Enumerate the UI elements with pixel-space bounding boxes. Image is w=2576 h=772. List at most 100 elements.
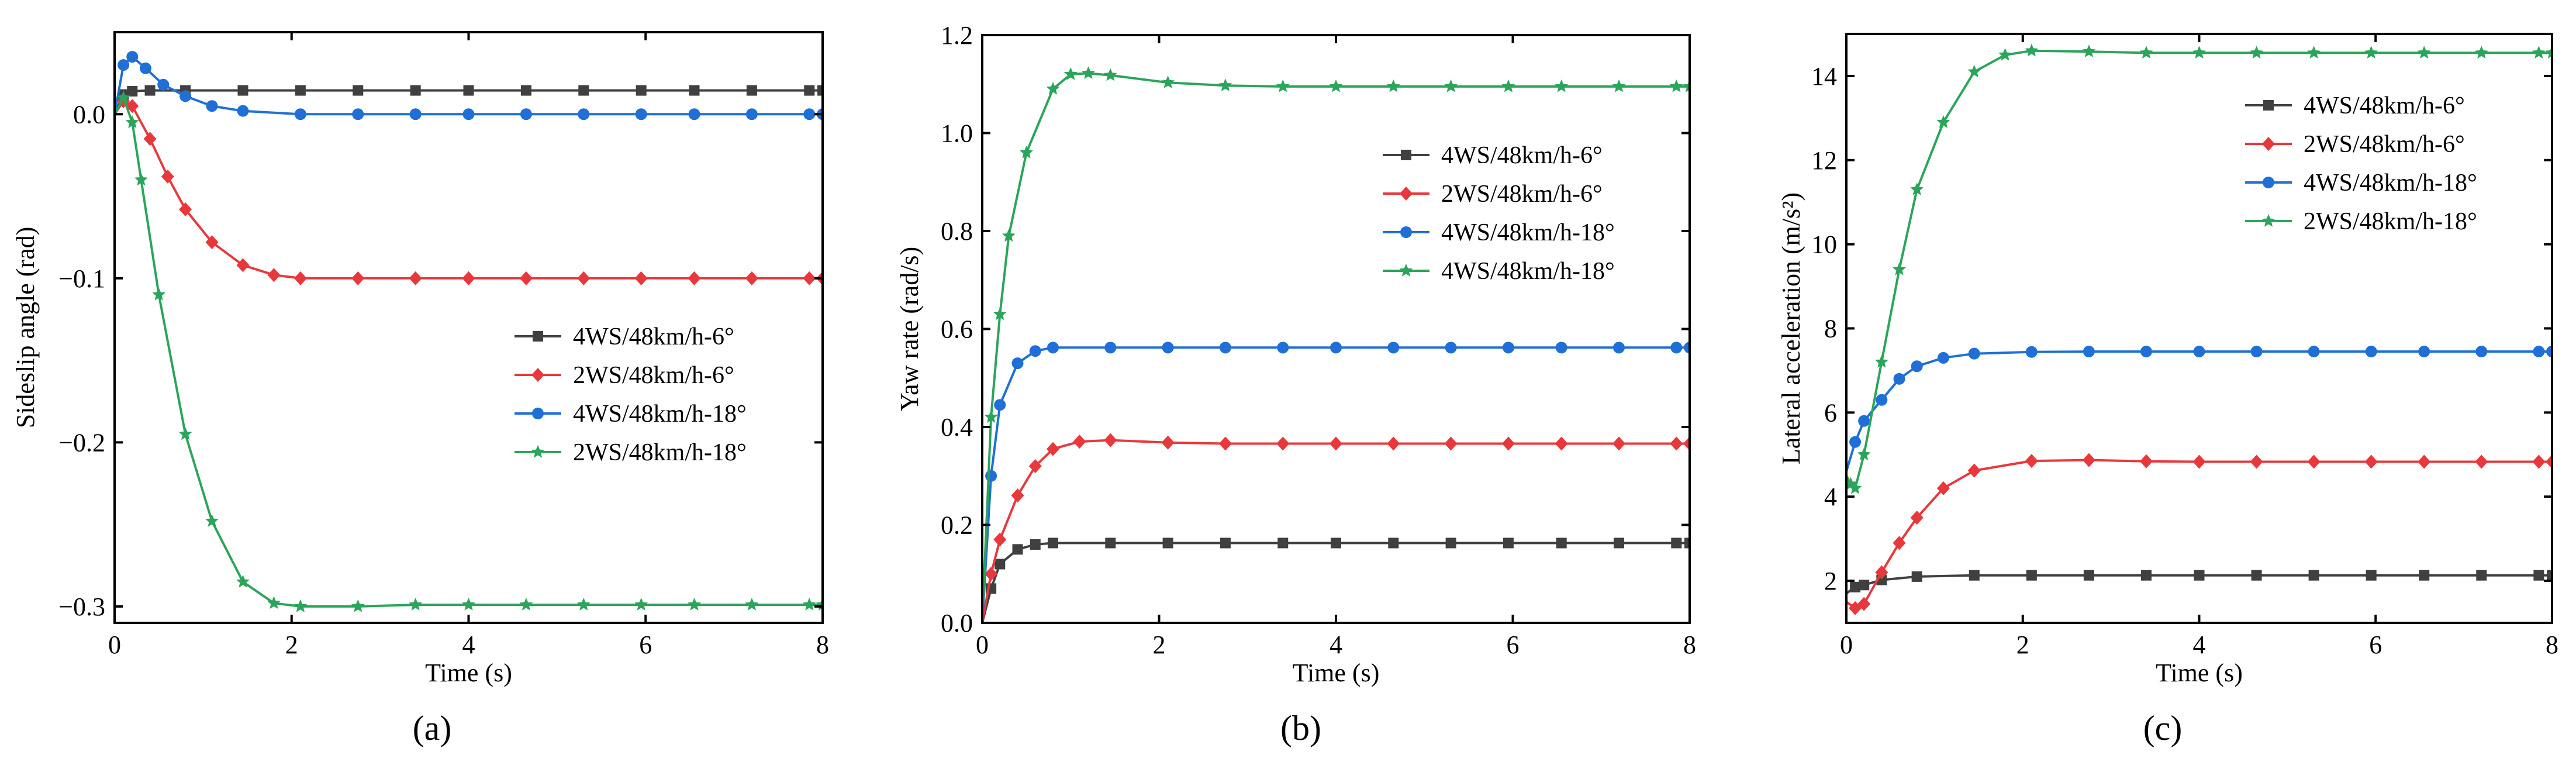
data-point-s3-5 — [1893, 262, 1906, 275]
series-line-1 — [982, 439, 1690, 623]
axes-frame — [981, 34, 1691, 624]
panel-label: (c) — [2143, 709, 2183, 747]
data-point-s2-16 — [2475, 346, 2488, 358]
data-point-s1-5 — [179, 202, 192, 216]
data-point-s2-1 — [985, 470, 997, 482]
data-point-s3-15 — [634, 598, 648, 611]
data-point-s1-10 — [1276, 436, 1290, 451]
data-point-s3-16 — [2364, 46, 2378, 59]
data-point-s3-16 — [1555, 79, 1569, 92]
y-tick-label: 4 — [1824, 482, 1837, 511]
data-point-s0-15 — [804, 85, 815, 96]
data-point-s3-11 — [409, 598, 423, 611]
data-point-s2-13 — [578, 108, 590, 120]
data-point-s1-2 — [126, 99, 139, 113]
x-tick-label: 6 — [1507, 630, 1520, 659]
data-point-s3-15 — [2307, 46, 2321, 59]
data-point-s1-4 — [161, 169, 174, 184]
data-point-s2-18 — [2546, 346, 2552, 358]
data-point-s3-1 — [984, 410, 998, 423]
data-point-s0-3 — [144, 85, 156, 96]
x-tick-label: 8 — [1683, 630, 1696, 659]
data-point-s3-3 — [1002, 229, 1016, 242]
data-point-s1-16 — [1612, 436, 1625, 451]
data-point-s0-7 — [353, 85, 364, 96]
data-point-s2-1 — [118, 59, 130, 71]
series-line-1 — [1846, 459, 2552, 609]
data-point-s2-10 — [1330, 342, 1342, 354]
legend-marker-3 — [2261, 214, 2275, 227]
data-point-s3-14 — [1444, 79, 1458, 92]
data-point-s1-4 — [1893, 536, 1906, 550]
legend: 4WS/48km/h-6° 2WS/48km/h-6° 4WS/48km/h-18°… — [514, 323, 747, 466]
data-point-s1-15 — [634, 271, 648, 285]
legend-marker-2 — [1400, 226, 1412, 238]
data-point-s0-4 — [1911, 571, 1922, 582]
y-tick-label: 6 — [1824, 398, 1837, 427]
data-point-s1-3 — [143, 132, 157, 146]
data-point-s3-7 — [1082, 66, 1095, 79]
data-point-s2-16 — [745, 108, 758, 120]
y-tick-label: 1.2 — [941, 21, 973, 50]
data-point-s2-13 — [1502, 342, 1514, 354]
data-point-s2-9 — [2083, 346, 2095, 358]
data-point-s2-4 — [1029, 345, 1041, 357]
data-point-s1-1 — [985, 567, 998, 581]
data-point-s2-7 — [1968, 347, 1980, 360]
data-point-s1-14 — [1501, 436, 1515, 451]
data-point-s2-12 — [520, 108, 532, 120]
data-point-s2-9 — [1277, 342, 1289, 354]
data-point-s1-17 — [745, 271, 758, 285]
chart-panel-c: 0 2 4 6 8 2 4 6 8 10 12 14 Time (s) Lateral accelerat… — [1777, 33, 2558, 747]
data-point-s0-12 — [2366, 570, 2377, 581]
data-point-s0-11 — [578, 85, 589, 96]
data-point-s3-10 — [2025, 43, 2039, 57]
data-point-s1-2 — [993, 532, 1007, 547]
legend: 4WS/48km/h-6° 2WS/48km/h-6° 4WS/48km/h-18°… — [2245, 92, 2477, 235]
data-point-s0-4 — [1030, 539, 1041, 550]
data-point-s0-8 — [2140, 570, 2152, 581]
data-point-s3-13 — [1386, 79, 1400, 92]
data-point-s1-3 — [1011, 488, 1024, 503]
series-line-3 — [982, 72, 1690, 623]
data-point-s0-5 — [1969, 570, 1980, 581]
data-point-s3-16 — [688, 598, 701, 611]
data-point-s1-5 — [1910, 511, 1924, 525]
data-point-s0-7 — [2083, 570, 2094, 581]
x-tick-label: 6 — [2369, 630, 2382, 659]
data-point-s1-13 — [1444, 436, 1458, 451]
data-point-s2-5 — [1911, 360, 1923, 373]
data-point-s0-2 — [1859, 580, 1870, 591]
data-point-s2-11 — [462, 108, 475, 120]
data-point-s0-14 — [746, 85, 757, 96]
x-tick-label: 8 — [2546, 630, 2558, 659]
data-point-s0-3 — [1012, 544, 1023, 555]
legend-label-3: 4WS/48km/h-18° — [1441, 258, 1615, 285]
legend-marker-1 — [531, 368, 544, 382]
data-point-s2-15 — [2418, 346, 2430, 358]
legend-marker-0 — [1401, 150, 1411, 160]
data-point-s2-16 — [1670, 342, 1683, 354]
data-point-s0-1 — [1850, 581, 1861, 592]
data-point-s0-2 — [127, 86, 138, 96]
data-point-s3-4 — [152, 287, 166, 301]
data-point-s1-8 — [1161, 435, 1175, 450]
y-tick-label: 0.8 — [941, 217, 973, 246]
y-axis-title: Sideslip angle (rad) — [11, 227, 40, 429]
y-tick-label: 0.0 — [73, 100, 105, 129]
x-axis-title: Time (s) — [425, 659, 512, 687]
data-point-s2-11 — [2193, 346, 2205, 358]
data-point-s1-16 — [688, 271, 701, 285]
data-point-s3-3 — [1857, 447, 1871, 460]
data-point-s2-4 — [157, 78, 170, 91]
data-point-s1-11 — [1330, 436, 1342, 451]
data-point-s1-7 — [1104, 433, 1117, 447]
data-point-s2-17 — [2533, 346, 2545, 358]
y-tick-label: 1.0 — [941, 119, 973, 148]
data-point-s2-15 — [688, 108, 700, 120]
data-point-s1-15 — [1555, 436, 1568, 451]
y-tick-label: 0.2 — [941, 511, 973, 540]
data-point-s1-6 — [205, 235, 219, 250]
data-point-s2-14 — [635, 108, 647, 120]
